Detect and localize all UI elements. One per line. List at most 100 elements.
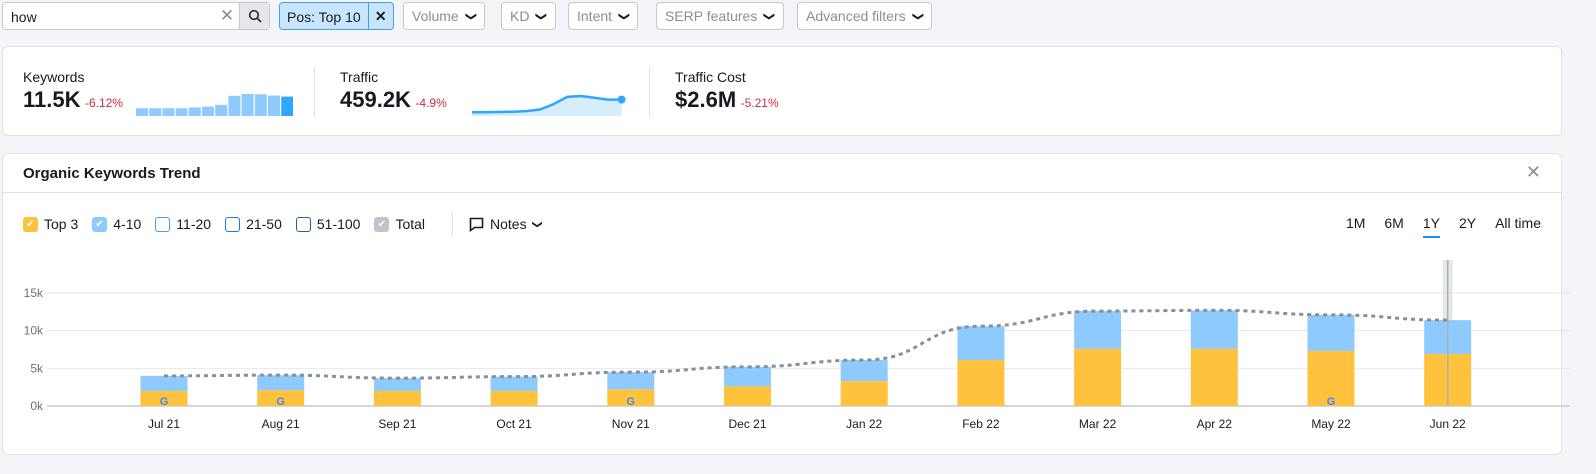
bar-top-3 (1074, 348, 1122, 406)
x-tick-label: Jul 21 (148, 417, 180, 431)
range-6m[interactable]: 6M (1384, 215, 1404, 231)
legend-item-top-3[interactable]: ✔ Top 3 (23, 216, 78, 232)
range-all-time[interactable]: All time (1495, 215, 1541, 231)
search-button[interactable] (239, 3, 269, 29)
legend-label: 21-50 (246, 216, 282, 232)
time-range-selector: 1M 6M 1Y 2Y All time (1346, 215, 1541, 238)
y-tick-label: 5k (30, 361, 44, 375)
bar-top-3 (140, 390, 188, 406)
sparkline-area (472, 96, 622, 116)
x-tick-label: Dec 21 (728, 417, 766, 431)
advanced-filters[interactable]: Advanced filters ❯ (797, 2, 932, 30)
checkbox[interactable]: ✔ (374, 216, 390, 232)
sparkline-bar (149, 108, 162, 116)
bar-top-3 (840, 381, 888, 406)
bar-4-10 (1307, 314, 1355, 352)
remove-filter-icon[interactable]: ✕ (374, 8, 387, 24)
chevron-down-icon: ❯ (763, 11, 776, 21)
legend-item-51-100[interactable]: 51-100 (295, 216, 360, 232)
search-input[interactable]: how (11, 9, 37, 25)
legend-item-4-10[interactable]: ✔ 4-10 (92, 216, 141, 232)
bar-4-10 (1074, 311, 1122, 349)
bar-top-3 (490, 390, 538, 406)
sparkline-bar (215, 104, 228, 116)
clear-icon[interactable]: ✕ (219, 6, 235, 25)
divider (452, 212, 453, 236)
chevron-down-icon: ❯ (464, 11, 477, 21)
serp-features-filter[interactable]: SERP features ❯ (656, 2, 784, 30)
bar-4-10 (140, 375, 188, 391)
google-icon: G (160, 396, 169, 408)
notes-label: Notes (490, 216, 527, 232)
position-filter-label[interactable]: Pos: Top 10 (280, 3, 369, 29)
keywords-sparkline (136, 94, 293, 116)
search-icon (248, 9, 262, 23)
x-tick-label: Oct 21 (496, 417, 532, 431)
chevron-down-icon: ❯ (911, 11, 924, 21)
legend-label: Total (395, 216, 426, 232)
bar-4-10 (840, 360, 888, 382)
card-title: Organic Keywords Trend (23, 165, 201, 182)
serp-label: SERP features (665, 8, 758, 24)
bar-top-3 (373, 390, 421, 406)
x-tick-label: Jan 22 (846, 417, 882, 431)
keywords-delta: -6.12% (84, 96, 123, 110)
sparkline-endpoint (617, 95, 626, 104)
checkbox[interactable]: ✔ (23, 216, 38, 232)
sparkline-bar (228, 95, 241, 116)
bar-top-3 (957, 360, 1005, 406)
volume-filter[interactable]: Volume ❯ (403, 2, 485, 30)
range-1m[interactable]: 1M (1345, 215, 1366, 231)
summary-card: Keywords 11.5K -6.12% Traffic 459.2K -4.… (2, 46, 1562, 136)
note-icon (469, 217, 484, 232)
trend-chart: 0k 5k 10k 15k Jul 21 G Aug 21 G Sep 21 Oct 21 Nov … (24, 260, 1570, 431)
sparkline-bar (281, 96, 293, 116)
volume-label: Volume (412, 8, 459, 24)
bar-top-3 (1307, 351, 1355, 406)
keywords-metric: Keywords 11.5K -6.12% (23, 69, 123, 113)
intent-filter[interactable]: Intent ❯ (568, 2, 639, 30)
legend: ✔ Top 3 ✔ 4-10 11-20 21-50 51-100 ✔ Total (23, 216, 425, 232)
bar-4-10 (490, 376, 538, 391)
traffic-cost-metric: Traffic Cost $2.6M -5.21% (675, 69, 779, 113)
x-tick-label: Apr 22 (1197, 417, 1233, 431)
traffic-cost-value: $2.6M (675, 87, 737, 112)
checkbox[interactable]: ✔ (92, 216, 108, 232)
search-box: how ✕ (2, 2, 270, 30)
bar-4-10 (373, 378, 421, 391)
close-icon[interactable]: ✕ (1525, 162, 1541, 182)
sparkline-bar (162, 108, 175, 116)
notes-dropdown[interactable]: Notes ❯ (469, 216, 543, 232)
x-tick-label: Feb 22 (962, 417, 1000, 431)
checkbox[interactable] (155, 216, 171, 232)
sparkline-bar (136, 108, 148, 116)
legend-label: 11-20 (176, 216, 212, 232)
bar-4-10 (257, 375, 305, 391)
keywords-label: Keywords (23, 69, 85, 85)
sparkline-bar (241, 94, 254, 116)
sparkline-bar (175, 108, 188, 116)
x-tick-label: Nov 21 (612, 417, 650, 431)
x-tick-label: Sep 21 (378, 417, 416, 431)
x-tick-label: Jun 22 (1430, 417, 1466, 431)
sparkline-bar (202, 106, 214, 116)
legend-item-total[interactable]: ✔ Total (374, 216, 425, 232)
traffic-value: 459.2K (340, 87, 411, 112)
legend-item-21-50[interactable]: 21-50 (225, 216, 282, 232)
checkbox[interactable] (295, 216, 311, 232)
legend-label: 4-10 (113, 216, 142, 232)
traffic-sparkline (472, 94, 626, 116)
x-tick-label: Aug 21 (262, 417, 300, 431)
position-filter-chip[interactable]: Pos: Top 10 ✕ (279, 2, 394, 30)
y-tick-label: 10k (24, 324, 44, 338)
chevron-down-icon: ❯ (531, 219, 543, 229)
divider (3, 192, 1561, 193)
kd-filter[interactable]: KD ❯ (501, 2, 556, 30)
legend-item-11-20[interactable]: 11-20 (155, 216, 211, 232)
range-2y[interactable]: 2Y (1458, 215, 1477, 231)
checkbox[interactable] (225, 216, 241, 232)
x-tick-label: Mar 22 (1079, 417, 1117, 431)
y-tick-label: 0k (30, 399, 44, 413)
range-1y[interactable]: 1Y (1422, 215, 1440, 238)
bar-4-10 (724, 366, 771, 387)
